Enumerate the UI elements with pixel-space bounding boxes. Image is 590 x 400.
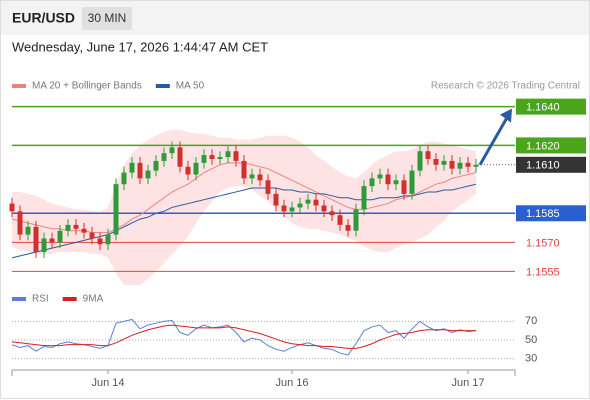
candle-body xyxy=(89,232,95,239)
legend-swatch xyxy=(62,297,77,301)
candle-body xyxy=(401,180,407,194)
ma-line xyxy=(11,183,477,259)
candle-body xyxy=(105,234,111,245)
candle-body xyxy=(353,209,359,231)
x-tick-label: Jun 16 xyxy=(275,377,308,389)
candle-body xyxy=(369,178,375,187)
candle-body xyxy=(209,155,215,159)
candle-body xyxy=(153,160,159,171)
candle-body xyxy=(313,199,319,206)
candle-body xyxy=(473,164,479,167)
interval[interactable]: 30 MIN xyxy=(88,11,127,25)
y-tick-label: 50 xyxy=(525,334,537,346)
level-label: 1.1620 xyxy=(526,140,560,152)
legend-swatch xyxy=(12,297,26,301)
candle-body xyxy=(97,238,103,245)
level-box xyxy=(516,137,586,154)
candle-body xyxy=(257,174,263,181)
candle-body xyxy=(385,174,391,185)
candle-body xyxy=(217,157,223,159)
candle-body xyxy=(65,224,71,231)
forecast-arrowhead xyxy=(500,108,512,123)
x-tick-label: Jun 17 xyxy=(451,377,484,389)
candle-body xyxy=(241,160,247,179)
y-tick-label: 70 xyxy=(525,315,537,327)
candle-body xyxy=(433,158,439,165)
candle-body xyxy=(361,186,367,210)
candle-body xyxy=(9,203,15,212)
x-tick-label: Jun 14 xyxy=(91,377,124,389)
legend-swatch xyxy=(12,84,26,88)
candle-body xyxy=(185,166,191,175)
candle-body xyxy=(201,155,207,163)
candle-body xyxy=(113,184,119,235)
candle-body xyxy=(345,224,351,231)
candle-body xyxy=(49,238,55,243)
candle-body xyxy=(457,162,463,169)
candle-body xyxy=(161,153,167,161)
timestamp: Wednesday, June 17, 2026 1:44:47 AM CET xyxy=(12,39,268,54)
legend-label: RSI xyxy=(32,294,49,305)
candle-body xyxy=(169,147,175,154)
credit: Research © 2026 Trading Central xyxy=(431,81,580,92)
candle-body xyxy=(321,205,327,212)
symbol: EUR/USD xyxy=(12,10,75,26)
level-box xyxy=(516,98,586,115)
forecast-arrow xyxy=(478,116,509,166)
candle-body xyxy=(273,193,279,206)
candle-body xyxy=(393,180,399,185)
candle-body xyxy=(121,172,127,185)
level-label: 1.1555 xyxy=(526,266,560,278)
interval-box[interactable] xyxy=(82,7,132,30)
level-label: 1.1640 xyxy=(526,102,560,114)
level-box xyxy=(516,205,586,222)
candle-body xyxy=(129,162,135,173)
candle-body xyxy=(233,151,239,161)
legend-label: MA 20 + Bollinger Bands xyxy=(32,81,142,92)
candle-body xyxy=(265,180,271,194)
candle-body xyxy=(225,151,231,158)
candle-body xyxy=(249,174,255,179)
candle-body xyxy=(289,207,295,212)
candle-body xyxy=(17,211,23,235)
candle-body xyxy=(25,226,31,235)
candle-body xyxy=(329,211,335,216)
bollinger-band xyxy=(12,129,476,285)
candle-body xyxy=(449,160,455,169)
candle-body xyxy=(193,162,199,175)
candle-body xyxy=(177,147,183,167)
legend-label: 9MA xyxy=(83,294,104,305)
candle-body xyxy=(281,205,287,212)
candle-body xyxy=(417,151,423,171)
rsi-line xyxy=(11,324,476,349)
candle-body xyxy=(377,174,383,179)
level-box xyxy=(516,156,586,173)
rsi-line xyxy=(11,318,477,356)
candle-body xyxy=(305,199,311,204)
candle-body xyxy=(57,230,63,243)
legend-label: MA 50 xyxy=(176,81,205,92)
candle-body xyxy=(41,238,47,253)
candle-body xyxy=(73,224,79,229)
level-label: 1.1570 xyxy=(526,237,560,249)
candle-body xyxy=(409,170,415,194)
candle-body xyxy=(145,170,151,179)
level-label: 1.1585 xyxy=(526,208,560,220)
y-tick-label: 30 xyxy=(525,353,537,365)
candle-body xyxy=(81,228,87,233)
candle-body xyxy=(137,162,143,179)
legend-swatch xyxy=(155,84,170,88)
candle-body xyxy=(425,151,431,159)
candle-body xyxy=(297,203,303,208)
candle-body xyxy=(441,160,447,165)
candle-body xyxy=(33,226,39,253)
candle-body xyxy=(337,215,343,225)
level-label: 1.1610 xyxy=(526,160,560,172)
candle-body xyxy=(465,162,471,167)
